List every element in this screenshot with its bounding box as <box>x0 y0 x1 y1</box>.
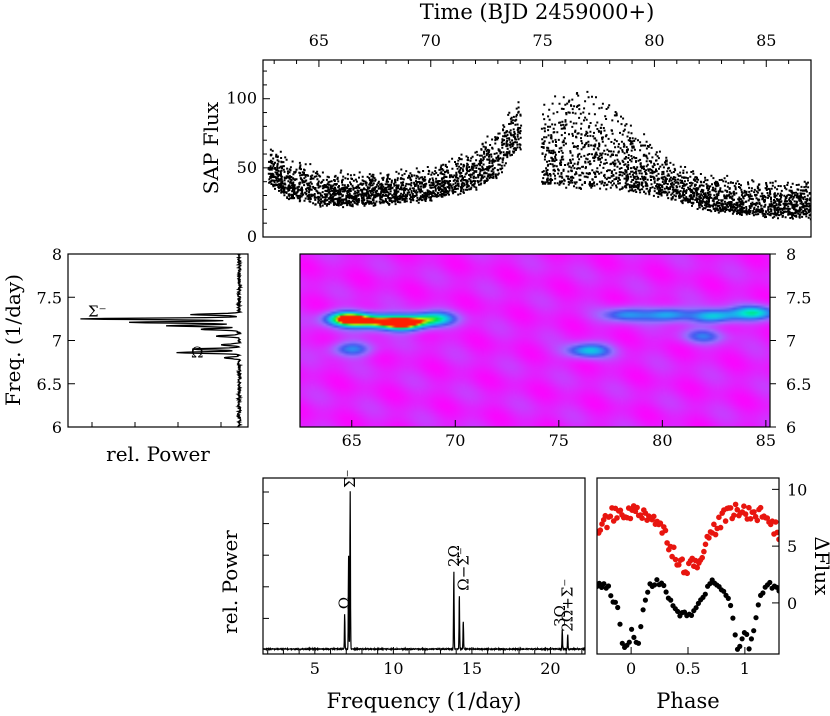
periodogram-2omega-plus-sigma-label: 2Ω+Σ⁻ <box>559 579 577 632</box>
flux-tick-label: 100 <box>226 89 257 108</box>
folded-upper-dots <box>597 501 779 577</box>
periodogram-ylabel: rel. Power <box>218 530 242 634</box>
periodogram-freq-tick-label: 10 <box>383 659 403 678</box>
light-curve-panel: Time (BJD 2459000+) SAP Flux 65 70 75 80 85 0… <box>199 0 812 246</box>
delta-flux-axis-title: ΔFlux <box>810 537 830 597</box>
time-tick-label: 80 <box>644 31 664 50</box>
folded-frame <box>596 477 780 655</box>
dynamic-spectrum-panel: 65 70 75 80 85 6 6.5 7 7.5 8 <box>299 245 812 450</box>
time-tick-label: 70 <box>421 31 441 50</box>
heatmap-time-tick-label: 70 <box>445 431 465 450</box>
sigma-minus-annotation: Σ⁻ <box>88 303 107 321</box>
time-tick-label: 85 <box>756 31 776 50</box>
heatmap-time-tick-label: 80 <box>652 431 672 450</box>
light-curve-dots <box>267 90 811 221</box>
dynamic-spectrum-image <box>300 254 770 427</box>
periodogram-freq-tick-label: 5 <box>310 659 320 678</box>
time-axis-title: Time (BJD 2459000+) <box>420 0 655 24</box>
periodogram-sigma-label: Σ⁻ <box>341 469 359 488</box>
periodogram-freq-tick-label: 15 <box>462 659 482 678</box>
light-curve-frame <box>262 59 812 238</box>
heatmap-freq-tick-label: 6 <box>786 418 796 437</box>
heatmap-time-tick-label: 65 <box>342 431 362 450</box>
flux-axis-title: SAP Flux <box>199 101 223 194</box>
heatmap-time-tick-label: 85 <box>756 431 776 450</box>
power-spectrum-side-panel: Freq. (1/day) rel. Power 6 6.5 7 7.5 8 Σ⁻ Ω <box>1 245 249 466</box>
side-freq-tick-label: 6.5 <box>37 375 62 394</box>
light-curve-axes: 65 70 75 80 85 0 50 100 <box>226 31 790 246</box>
periodogram-line <box>263 491 585 652</box>
side-power-curve <box>80 254 244 427</box>
periodogram-3omega-label: 3Ω <box>551 605 569 627</box>
periodogram-panel: rel. Power Frequency (1/day) 5 10 15 20 Ω Σ⁻ 2… <box>218 469 586 713</box>
side-power-frame <box>67 253 249 428</box>
heatmap-freq-tick-label: 6.5 <box>786 375 811 394</box>
dynamic-spectrum-axes: 65 70 75 80 85 6 6.5 7 7.5 8 <box>342 245 812 450</box>
side-freq-tick-label: 6 <box>52 418 62 437</box>
freq-axis-title: Freq. (1/day) <box>1 274 25 406</box>
omega-annotation: Ω <box>191 344 203 362</box>
flux-tick-label: 50 <box>237 158 257 177</box>
side-freq-tick-label: 7 <box>52 332 62 351</box>
time-tick-label: 75 <box>532 31 552 50</box>
folded-lower-dots <box>597 577 779 652</box>
flux-tick-label: 0 <box>247 227 257 246</box>
dynamic-spectrum-frame <box>299 253 771 428</box>
periodogram-frame <box>262 477 586 655</box>
phase-tick-label: 1 <box>740 659 750 678</box>
periodogram-omega-label: Ω <box>336 597 354 609</box>
light-curve-points <box>267 90 811 221</box>
time-tick-label: 65 <box>309 31 329 50</box>
side-freq-tick-label: 8 <box>52 245 62 264</box>
folded-points <box>597 501 779 652</box>
phase-axis-title: Phase <box>656 689 719 713</box>
periodogram-curve <box>263 491 585 652</box>
dynamic-spectrum-raster <box>300 254 770 427</box>
heatmap-freq-tick-label: 8 <box>786 245 796 264</box>
heatmap-freq-tick-label: 7 <box>786 332 796 351</box>
side-power-axes: 6 6.5 7 7.5 8 Σ⁻ Ω <box>37 245 222 437</box>
periodogram-2omega-label: 2Ω <box>445 545 463 567</box>
side-freq-tick-label: 7.5 <box>37 288 62 307</box>
periodogram-xlabel: Frequency (1/day) <box>327 689 522 713</box>
delta-flux-tick-label: 5 <box>787 537 797 556</box>
heatmap-time-tick-label: 75 <box>549 431 569 450</box>
heatmap-freq-tick-label: 7.5 <box>786 288 811 307</box>
rel-power-axis-title: rel. Power <box>106 442 210 466</box>
phase-tick-label: 0.5 <box>675 659 700 678</box>
periodogram-omega-minus-sigma-label: Ω−Σ⁻ <box>454 547 472 591</box>
delta-flux-tick-label: 0 <box>787 594 797 613</box>
side-power-line <box>80 254 244 427</box>
delta-flux-tick-label: 10 <box>787 480 807 499</box>
phase-tick-label: 0 <box>626 659 636 678</box>
periodogram-freq-tick-label: 20 <box>540 659 560 678</box>
